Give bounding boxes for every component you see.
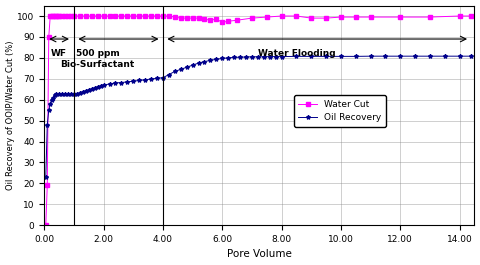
Water Cut <box>113 14 119 17</box>
Water Cut <box>353 15 359 19</box>
Oil Recovery <box>62 93 68 96</box>
Line: Oil Recovery: Oil Recovery <box>44 54 473 179</box>
Oil Recovery <box>412 55 418 58</box>
Water Cut <box>456 14 462 17</box>
Oil Recovery <box>368 55 373 58</box>
Text: Water Flooding: Water Flooding <box>258 50 335 59</box>
Text: 500 ppm
Bio-Surfactant: 500 ppm Bio-Surfactant <box>60 50 135 69</box>
Water Cut <box>48 14 53 17</box>
Line: Water Cut: Water Cut <box>44 14 473 227</box>
Oil Recovery <box>468 55 474 58</box>
Y-axis label: Oil Recovery of OOIP/Water Cut (%): Oil Recovery of OOIP/Water Cut (%) <box>6 41 14 190</box>
Water Cut <box>53 14 59 17</box>
Legend: Water Cut, Oil Recovery: Water Cut, Oil Recovery <box>294 95 385 127</box>
Oil Recovery <box>142 78 148 81</box>
Oil Recovery <box>56 93 62 96</box>
Water Cut <box>62 14 68 17</box>
X-axis label: Pore Volume: Pore Volume <box>227 249 292 259</box>
Water Cut <box>468 14 474 17</box>
Water Cut <box>43 224 48 227</box>
Oil Recovery <box>261 55 267 58</box>
Water Cut <box>71 14 77 17</box>
Text: WF: WF <box>51 50 67 59</box>
Oil Recovery <box>124 80 130 83</box>
Oil Recovery <box>43 175 48 179</box>
